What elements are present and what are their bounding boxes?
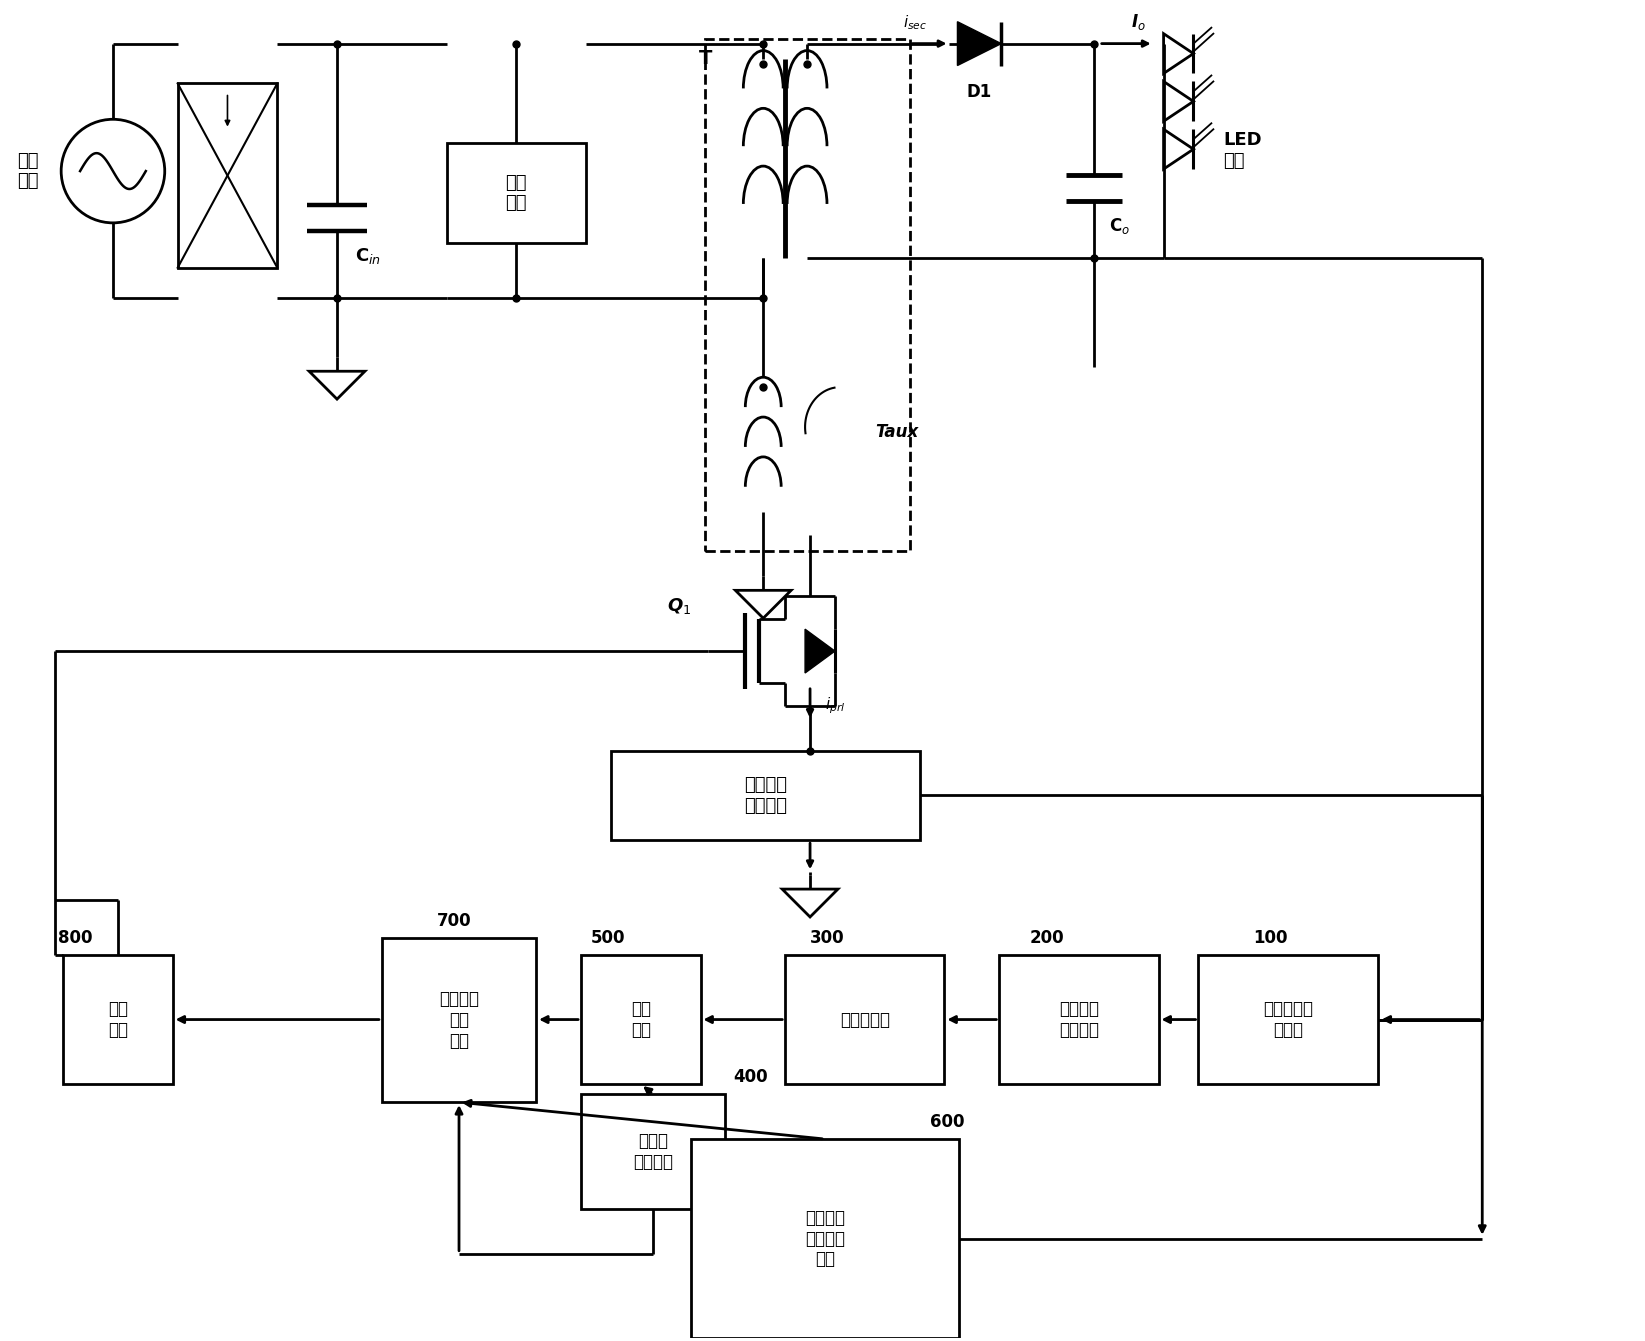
Text: 300: 300 <box>809 929 844 947</box>
Polygon shape <box>804 629 836 673</box>
Text: 400: 400 <box>734 1069 768 1086</box>
Text: C$_{in}$: C$_{in}$ <box>355 245 382 266</box>
Bar <box>691 1139 959 1338</box>
Text: 200: 200 <box>1030 929 1064 947</box>
Text: 交流
输入: 交流 输入 <box>18 152 39 190</box>
Text: C$_o$: C$_o$ <box>1109 216 1130 236</box>
Bar <box>178 83 278 268</box>
Text: 原边电流
采样网络: 原边电流 采样网络 <box>744 776 786 815</box>
Bar <box>581 955 701 1085</box>
Text: Taux: Taux <box>875 422 918 441</box>
Bar <box>581 1094 725 1208</box>
Bar <box>1199 955 1379 1085</box>
Text: 600: 600 <box>929 1113 964 1130</box>
Bar <box>446 143 586 243</box>
Text: 驱动脉冲
产生
模块: 驱动脉冲 产生 模块 <box>439 990 479 1050</box>
Text: Q$_1$: Q$_1$ <box>668 597 691 617</box>
Text: 平均电流环: 平均电流环 <box>841 1011 890 1029</box>
Text: 100: 100 <box>1253 929 1288 947</box>
Text: 锅齿波
产生模块: 锅齿波 产生模块 <box>633 1132 673 1171</box>
Bar <box>610 751 920 841</box>
Text: 驱动
模块: 驱动 模块 <box>109 1000 128 1039</box>
Polygon shape <box>957 21 1002 66</box>
Text: LED
灯串: LED 灯串 <box>1224 131 1262 170</box>
Bar <box>999 955 1158 1085</box>
Text: I$_o$: I$_o$ <box>1132 12 1147 32</box>
Bar <box>382 937 536 1102</box>
Text: D1: D1 <box>967 83 992 102</box>
Text: T: T <box>699 50 712 68</box>
Text: 电感电流
过零检测
模块: 电感电流 过零检测 模块 <box>804 1208 846 1269</box>
Text: $i_{prl}$: $i_{prl}$ <box>826 696 846 716</box>
Bar <box>63 955 173 1085</box>
Text: 500: 500 <box>591 929 625 947</box>
Text: 峰値采样保
持模块: 峰値采样保 持模块 <box>1263 1000 1313 1039</box>
Text: 800: 800 <box>58 929 92 947</box>
Text: 吸收
网络: 吸收 网络 <box>505 173 526 212</box>
Text: 比较
模块: 比较 模块 <box>630 1000 651 1039</box>
Bar <box>706 39 910 551</box>
Text: $i_{sec}$: $i_{sec}$ <box>903 13 926 32</box>
Bar <box>785 955 944 1085</box>
Text: 副边电流
模拟模块: 副边电流 模拟模块 <box>1059 1000 1099 1039</box>
Text: 700: 700 <box>436 912 470 929</box>
